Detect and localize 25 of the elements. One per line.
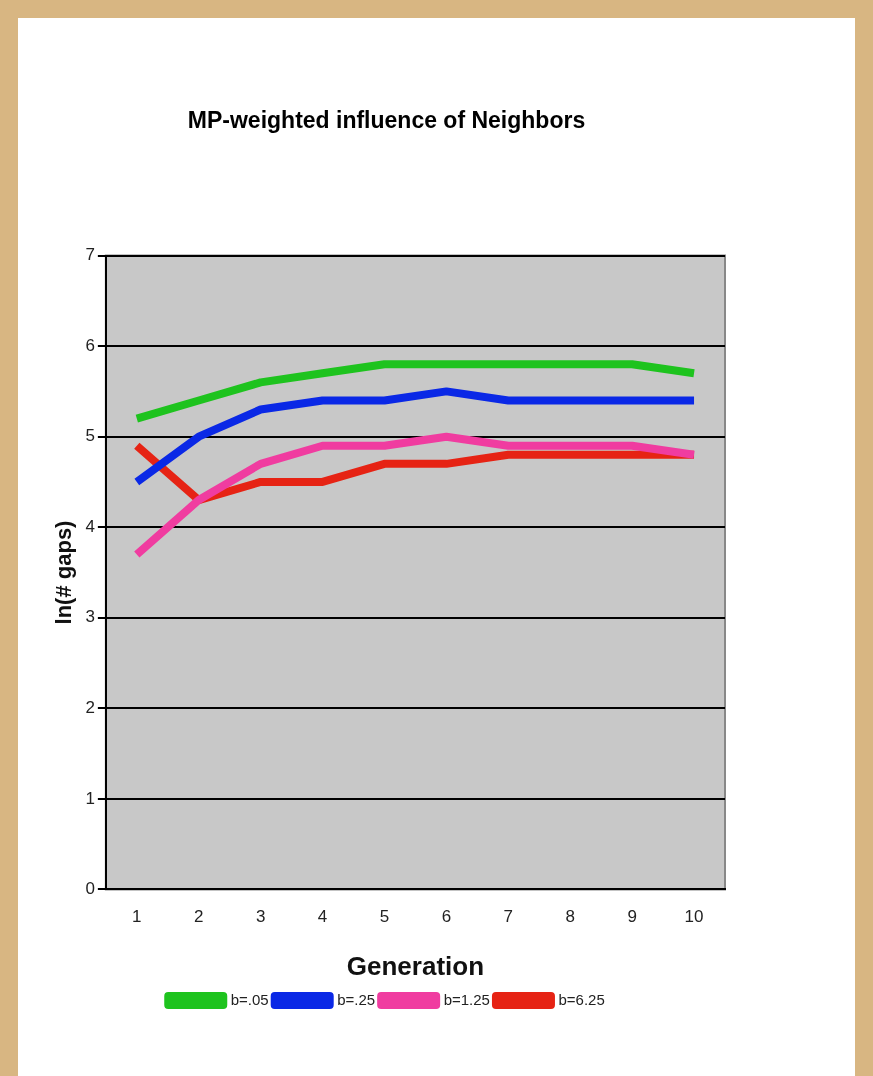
legend-label: b=6.25 bbox=[558, 990, 605, 1008]
y-tick-label: 0 bbox=[85, 879, 95, 899]
x-tick-label: 8 bbox=[565, 907, 575, 927]
x-tick-label: 2 bbox=[193, 907, 204, 927]
x-tick-label: 7 bbox=[503, 907, 514, 927]
y-tick-label: 3 bbox=[85, 607, 95, 627]
legend-label: b=1.25 bbox=[443, 990, 490, 1008]
y-tick-label: 2 bbox=[85, 698, 95, 717]
chart-title: MP-weighted influence of Neighbors bbox=[187, 107, 586, 134]
x-tick-label: 10 bbox=[684, 907, 704, 927]
y-axis-title: ln(# gaps) bbox=[51, 520, 77, 625]
x-tick-label: 5 bbox=[379, 907, 390, 927]
y-tick-label: 5 bbox=[85, 426, 95, 446]
y-tick-label: 4 bbox=[85, 516, 95, 536]
legend-label: b=.05 bbox=[230, 990, 269, 1008]
y-tick-label: 6 bbox=[85, 335, 95, 355]
x-axis-title: Generation bbox=[346, 950, 485, 981]
x-tick-label: 9 bbox=[627, 907, 637, 927]
y-tick-label: 1 bbox=[85, 788, 95, 808]
x-tick-label: 6 bbox=[441, 907, 452, 927]
x-tick-label: 1 bbox=[132, 907, 142, 927]
legend-label: b=.25 bbox=[337, 990, 376, 1008]
x-tick-label: 4 bbox=[317, 907, 328, 927]
x-tick-label: 3 bbox=[255, 907, 266, 927]
y-tick-label: 7 bbox=[85, 245, 95, 265]
